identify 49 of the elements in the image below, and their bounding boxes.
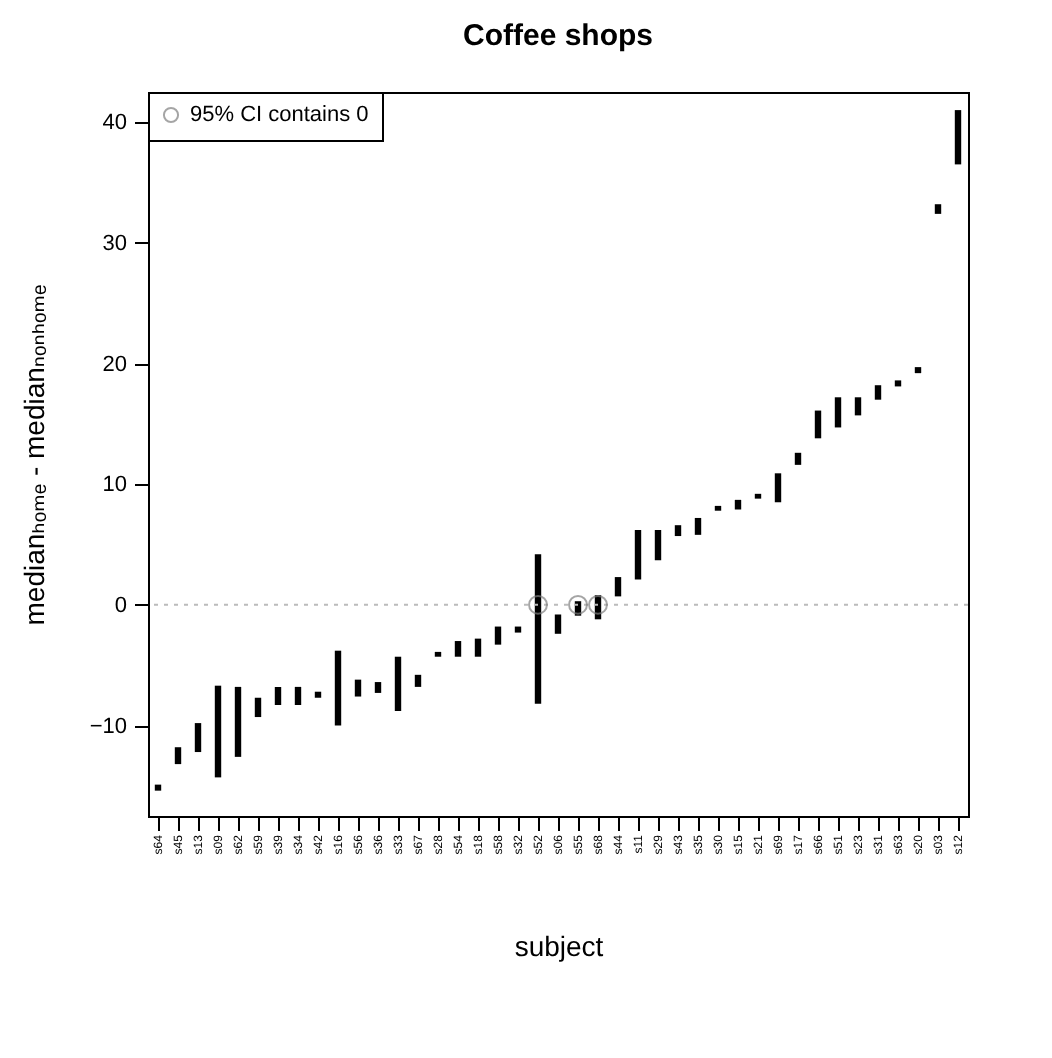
bar [914,367,922,374]
bar [454,641,462,657]
y-tick-label: 40 [102,111,127,136]
bar [254,697,262,718]
bar [934,204,942,214]
bar [754,493,762,499]
bar [894,380,902,387]
bar [354,679,362,697]
bar [334,650,342,726]
bar [734,499,742,510]
bar [614,577,622,597]
bar [834,397,842,428]
legend-label: 95% CI contains 0 [190,103,369,127]
x-axis-title: subject [514,930,604,963]
bar [194,723,202,753]
bar [394,656,402,712]
bar [694,517,702,535]
bar [534,554,542,704]
bar [854,397,862,416]
bar [954,110,962,165]
y-tick-label: 20 [102,352,127,377]
bar [774,473,782,503]
y-tick-label: 30 [102,231,127,256]
bar [874,385,882,400]
y-axis-title: medianₕₒₘₑ - medianₙₒₙₕₒₘₑ [17,284,50,626]
y-tick-label: 0 [114,593,127,618]
bar [674,525,682,537]
bar [514,626,522,633]
bar [714,505,722,511]
bar [174,747,182,765]
bar [374,682,382,693]
bar [434,651,442,657]
bar [554,614,562,634]
bar [234,686,242,757]
bar [654,530,662,561]
bar [274,686,282,705]
bar [814,410,822,439]
y-tick-label: 10 [102,473,127,498]
bar [794,452,802,465]
y-tick-label: −10 [89,714,127,739]
bar [474,638,482,657]
bar [294,686,302,705]
bar [634,530,642,580]
bar [414,674,422,687]
bar [214,685,222,778]
bar [494,626,502,645]
chart-title: Coffee shops [462,19,654,53]
bar [154,784,162,791]
bar [314,691,322,698]
